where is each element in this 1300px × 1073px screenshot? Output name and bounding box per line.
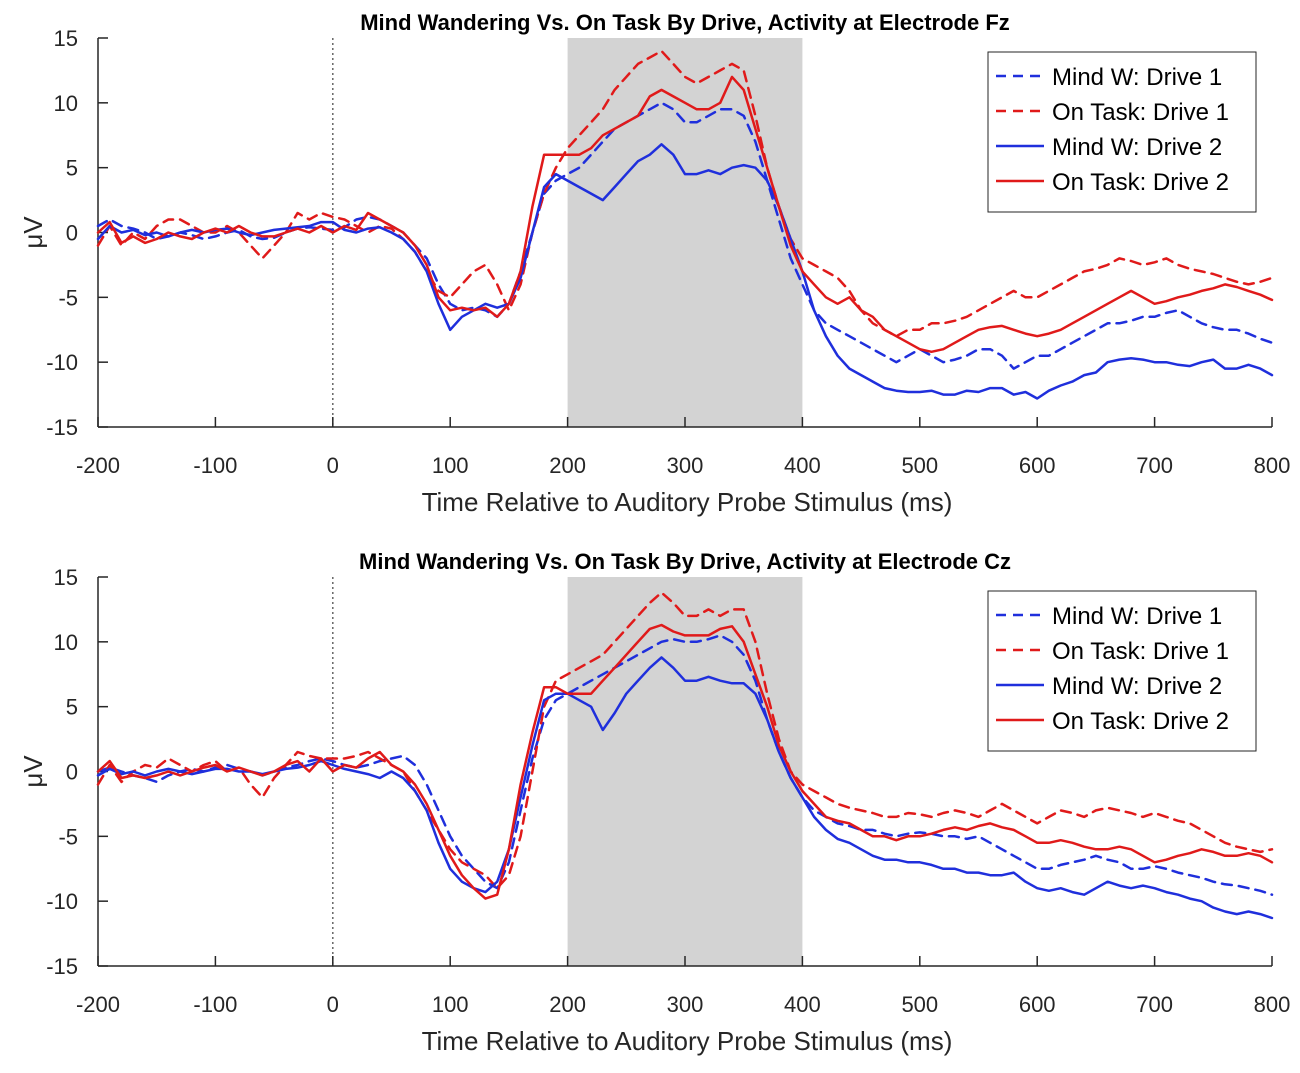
legend-label-1: Mind W: Drive 1 — [1052, 64, 1222, 91]
legend-label-4: On Task: Drive 2 — [1052, 169, 1229, 196]
x-tick-label: -200 — [76, 992, 120, 1017]
shaded-region — [567, 38, 803, 427]
x-tick-label: 0 — [327, 992, 339, 1017]
x-tick-label: 400 — [784, 992, 821, 1017]
series-line-2 — [96, 49, 1274, 338]
x-tick-label: 500 — [901, 992, 938, 1017]
legend-label-2: On Task: Drive 1 — [1052, 638, 1229, 665]
series-line-3 — [96, 656, 1274, 920]
y-tick-label: -10 — [46, 889, 78, 914]
series-line-4 — [96, 75, 1274, 354]
legend-label-3: Mind W: Drive 2 — [1052, 134, 1222, 161]
y-tick-label: -15 — [46, 415, 78, 440]
x-tick-label: 700 — [1136, 453, 1173, 478]
y-tick-label: 5 — [66, 695, 78, 720]
y-tick-label: 10 — [54, 91, 78, 116]
x-tick-label: 200 — [549, 453, 586, 478]
x-axis-label: Time Relative to Auditory Probe Stimulus… — [422, 1026, 953, 1056]
chart-panel-2: 15 10 5 0 -5 -10 -15 -200 -100 0 100 200 300 400 500 60… — [18, 549, 1290, 1056]
y-tick-label: 15 — [54, 26, 78, 51]
x-tick-label: 400 — [784, 453, 821, 478]
series-line-3 — [96, 143, 1274, 400]
y-tick-label: 5 — [66, 156, 78, 181]
chart-title: Mind Wandering Vs. On Task By Drive, Act… — [360, 10, 1010, 35]
legend-box — [987, 51, 1257, 213]
x-tick-label: 0 — [327, 453, 339, 478]
y-axis-label: μV — [18, 216, 48, 249]
x-tick-label: 800 — [1254, 992, 1291, 1017]
legend-box — [987, 590, 1257, 752]
y-tick-label: 0 — [66, 221, 78, 246]
x-tick-label: 300 — [667, 992, 704, 1017]
legend-label-2: On Task: Drive 1 — [1052, 99, 1229, 126]
legend: Mind W: Drive 1 On Task: Drive 1 Mind W: D… — [987, 590, 1257, 752]
y-tick-label: -5 — [58, 824, 78, 849]
series-line-4 — [96, 623, 1274, 900]
x-tick-label: 300 — [667, 453, 704, 478]
x-tick-label: 200 — [549, 992, 586, 1017]
legend-label-4: On Task: Drive 2 — [1052, 708, 1229, 735]
y-tick-label: 10 — [54, 630, 78, 655]
legend-label-1: Mind W: Drive 1 — [1052, 603, 1222, 630]
x-tick-label: -100 — [193, 453, 237, 478]
x-tick-label: 700 — [1136, 992, 1173, 1017]
x-tick-label: 500 — [901, 453, 938, 478]
x-tick-label: 100 — [432, 992, 469, 1017]
x-tick-label: 100 — [432, 453, 469, 478]
series-line-1 — [96, 634, 1274, 896]
chart-title: Mind Wandering Vs. On Task By Drive, Act… — [359, 549, 1011, 574]
x-axis-label: Time Relative to Auditory Probe Stimulus… — [422, 487, 953, 517]
chart-panel-1: 15 10 5 0 -5 -10 -15 -200 -100 0 100 200 300 400 500 60… — [18, 10, 1290, 517]
x-tick-label: 800 — [1254, 453, 1291, 478]
y-tick-label: 0 — [66, 760, 78, 785]
series-line-2 — [96, 591, 1274, 890]
y-tick-label: 15 — [54, 565, 78, 590]
y-tick-label: -5 — [58, 285, 78, 310]
y-tick-label: -10 — [46, 350, 78, 375]
legend: Mind W: Drive 1 On Task: Drive 1 Mind W: D… — [987, 51, 1257, 213]
x-tick-label: 600 — [1019, 992, 1056, 1017]
y-tick-label: -15 — [46, 954, 78, 979]
x-tick-label: -100 — [193, 992, 237, 1017]
x-tick-label: -200 — [76, 453, 120, 478]
x-tick-label: 600 — [1019, 453, 1056, 478]
y-axis-label: μV — [18, 755, 48, 788]
legend-label-3: Mind W: Drive 2 — [1052, 673, 1222, 700]
